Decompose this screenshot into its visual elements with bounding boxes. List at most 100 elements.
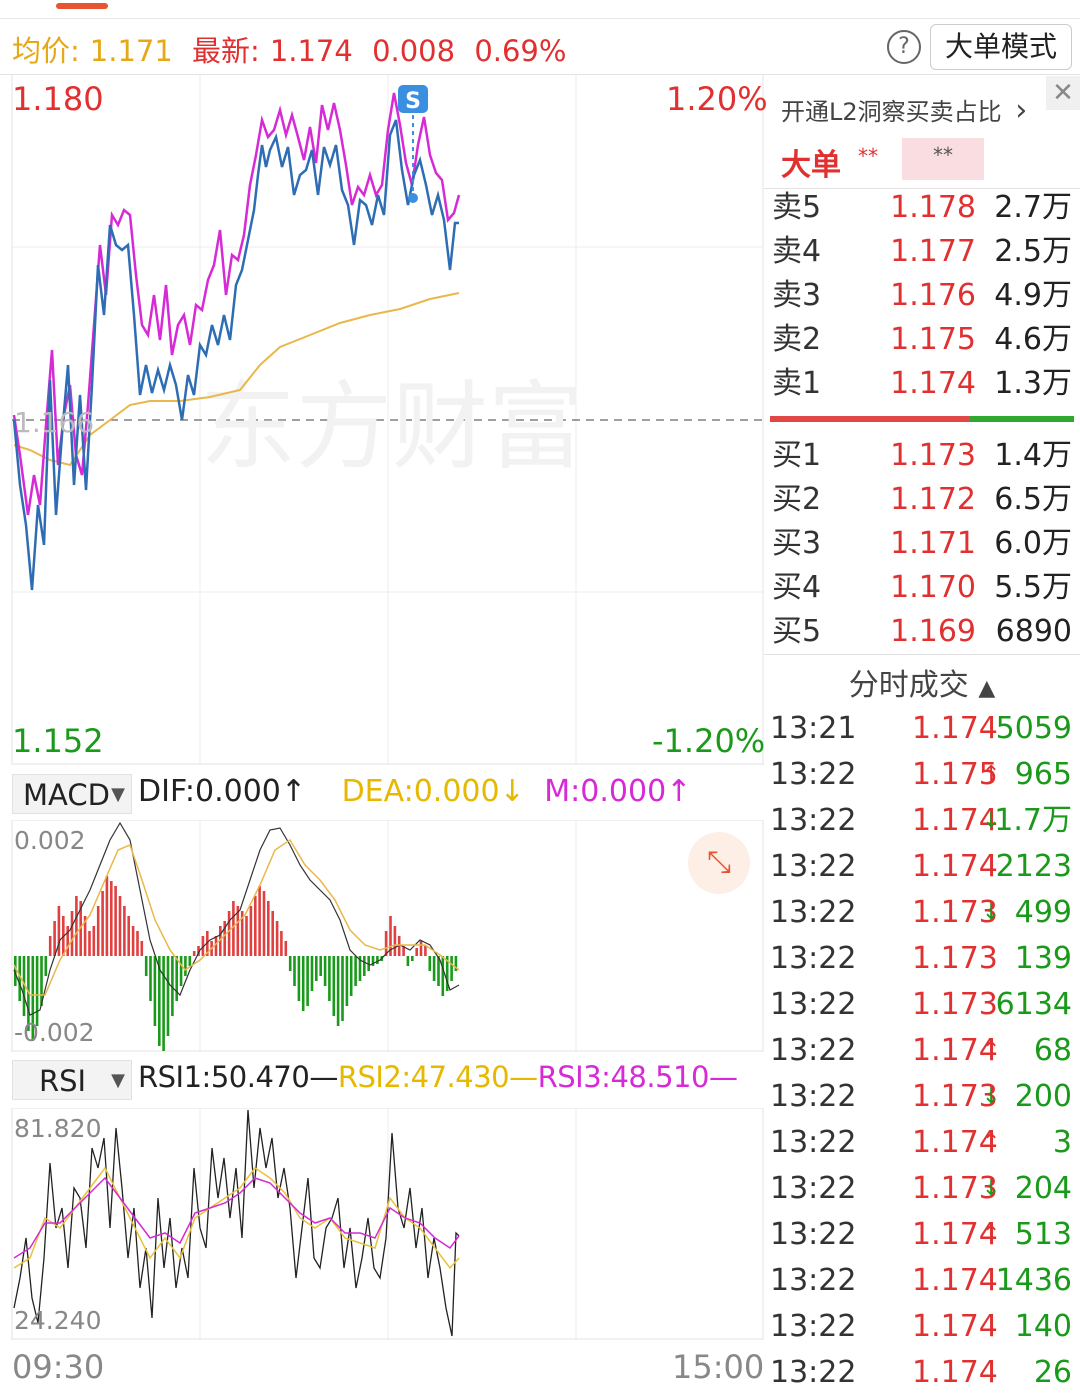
trade-price: 1.174: [912, 849, 998, 884]
rsi-chart[interactable]: [0, 1108, 764, 1340]
macd-bar: [171, 956, 174, 1016]
macd-bar: [336, 956, 340, 1026]
trade-time: 13:22: [770, 1079, 857, 1114]
macd-bar: [175, 956, 178, 1001]
order-volume: 6.0万: [994, 526, 1072, 561]
macd-bar: [214, 936, 218, 956]
macd-bar: [131, 926, 135, 956]
order-book-row[interactable]: 卖3 1.176 4.9万: [770, 274, 1074, 318]
close-icon[interactable]: ✕: [1046, 76, 1080, 110]
macd-chart[interactable]: [0, 820, 764, 1052]
expand-arrows-icon[interactable]: ⤡: [688, 832, 750, 894]
rsi-axis-top: 81.820: [14, 1114, 102, 1143]
macd-bar: [14, 956, 17, 986]
macd-bar: [306, 956, 309, 1006]
order-book-row[interactable]: 买1 1.173 1.4万: [770, 434, 1074, 478]
trade-price: 1.174: [912, 1355, 998, 1390]
order-book-row[interactable]: 买2 1.172 6.5万: [770, 478, 1074, 522]
macd-bar: [136, 931, 139, 956]
trade-time: 13:22: [770, 1171, 857, 1206]
chevron-down-icon: ▼: [111, 784, 125, 805]
rsi-selector[interactable]: RSI ▼: [12, 1060, 132, 1100]
trade-volume: 1436: [995, 1263, 1072, 1298]
macd-selector[interactable]: MACD ▼: [12, 774, 132, 814]
latest-price-value: 1.174: [269, 34, 353, 68]
order-book-row[interactable]: 买4 1.170 5.5万: [770, 566, 1074, 610]
rsi3-value: RSI3:48.510: [537, 1060, 710, 1094]
macd-bar: [254, 896, 257, 956]
rsi-axis-bottom: 24.240: [14, 1306, 102, 1335]
trade-volume: 204: [1014, 1171, 1072, 1206]
divider: [0, 74, 1080, 75]
trade-row: 13:22 1.175 ↑ 965: [770, 752, 1074, 798]
macd-bar: [371, 956, 375, 966]
trade-price: 1.175: [912, 757, 998, 792]
order-book-row[interactable]: 卖5 1.178 2.7万: [770, 186, 1074, 230]
macd-bar: [127, 916, 130, 956]
macd-bar: [411, 956, 414, 961]
macd-bar: [149, 956, 152, 1001]
trade-time: 13:22: [770, 1263, 857, 1298]
order-book-row[interactable]: 卖4 1.177 2.5万: [770, 230, 1074, 274]
order-book-row[interactable]: 卖2 1.175 4.6万: [770, 318, 1074, 362]
macd-bar: [367, 956, 370, 971]
big-order-mode-button[interactable]: 大单模式: [930, 24, 1072, 70]
macd-bar: [384, 931, 388, 956]
trade-row: 13:22 1.174 ↑ 68: [770, 1028, 1074, 1074]
order-book-row[interactable]: 买3 1.171 6.0万: [770, 522, 1074, 566]
macd-bar: [297, 956, 301, 1001]
macd-bar: [345, 956, 349, 1006]
trade-volume: 139: [1014, 941, 1072, 976]
l2-insight-link[interactable]: 开通L2洞察买卖占比 ›: [781, 92, 1027, 128]
macd-m: M:0.000: [544, 774, 667, 809]
macd-bar: [44, 956, 48, 976]
price-change: 0.008: [372, 34, 456, 68]
trade-row: 13:21 1.174 5059: [770, 706, 1074, 752]
time-sales-title[interactable]: 分时成交 ▲: [770, 660, 1074, 704]
macd-bar: [110, 881, 113, 956]
order-book-row[interactable]: 买5 1.169 6890: [770, 610, 1074, 654]
macd-bar: [432, 956, 436, 981]
order-level-label: 买4: [772, 570, 822, 605]
price-info-line: 均价: 1.171 最新: 1.174 0.008 0.69%: [12, 28, 576, 68]
trade-price: 1.174: [912, 1033, 998, 1068]
divider: [764, 654, 1080, 655]
trade-volume: 26: [1033, 1355, 1072, 1390]
buy-sell-ratio-red: [770, 416, 970, 422]
trade-volume: 2123: [995, 849, 1072, 884]
latest-price-label: 最新:: [192, 34, 260, 68]
big-order-ratio-box[interactable]: **: [902, 138, 984, 180]
trade-arrow-icon: ↑: [982, 762, 1001, 787]
trade-arrow-icon: ↓: [982, 1176, 1001, 1201]
macd-bar: [219, 926, 222, 956]
macd-bar: [66, 926, 69, 956]
trade-row: 13:22 1.174 140: [770, 1304, 1074, 1350]
macd-bar: [123, 906, 126, 956]
rsi2-dash: —: [509, 1060, 538, 1094]
macd-bar: [293, 956, 296, 986]
chevron-right-icon: ›: [1015, 93, 1028, 128]
trade-price: 1.174: [912, 1125, 998, 1160]
price-high-label: 1.180: [12, 80, 104, 118]
order-level-label: 买1: [772, 438, 822, 473]
order-price: 1.176: [890, 278, 976, 313]
order-book-row[interactable]: 卖1 1.174 1.3万: [770, 362, 1074, 406]
macd-bar: [406, 956, 410, 966]
trade-time: 13:22: [770, 849, 857, 884]
order-volume: 1.3万: [994, 366, 1072, 401]
macd-bar: [188, 956, 192, 966]
question-circle-icon[interactable]: ?: [887, 30, 921, 64]
order-volume: 6.5万: [994, 482, 1072, 517]
macd-bar: [35, 956, 39, 1026]
top-tab-bar: [0, 0, 1080, 19]
macd-dea: DEA:0.000: [341, 774, 500, 809]
macd-bar: [83, 916, 87, 956]
trade-price: 1.173: [912, 895, 998, 930]
trade-arrow-icon: ↓: [982, 1084, 1001, 1109]
active-tab-indicator[interactable]: [56, 3, 108, 9]
trade-time: 13:22: [770, 987, 857, 1022]
trade-time: 13:22: [770, 1309, 857, 1344]
trade-arrow-icon: ↑: [982, 1038, 1001, 1063]
order-volume: 2.5万: [994, 234, 1072, 269]
intraday-chart[interactable]: 东方财富 S: [0, 75, 764, 765]
